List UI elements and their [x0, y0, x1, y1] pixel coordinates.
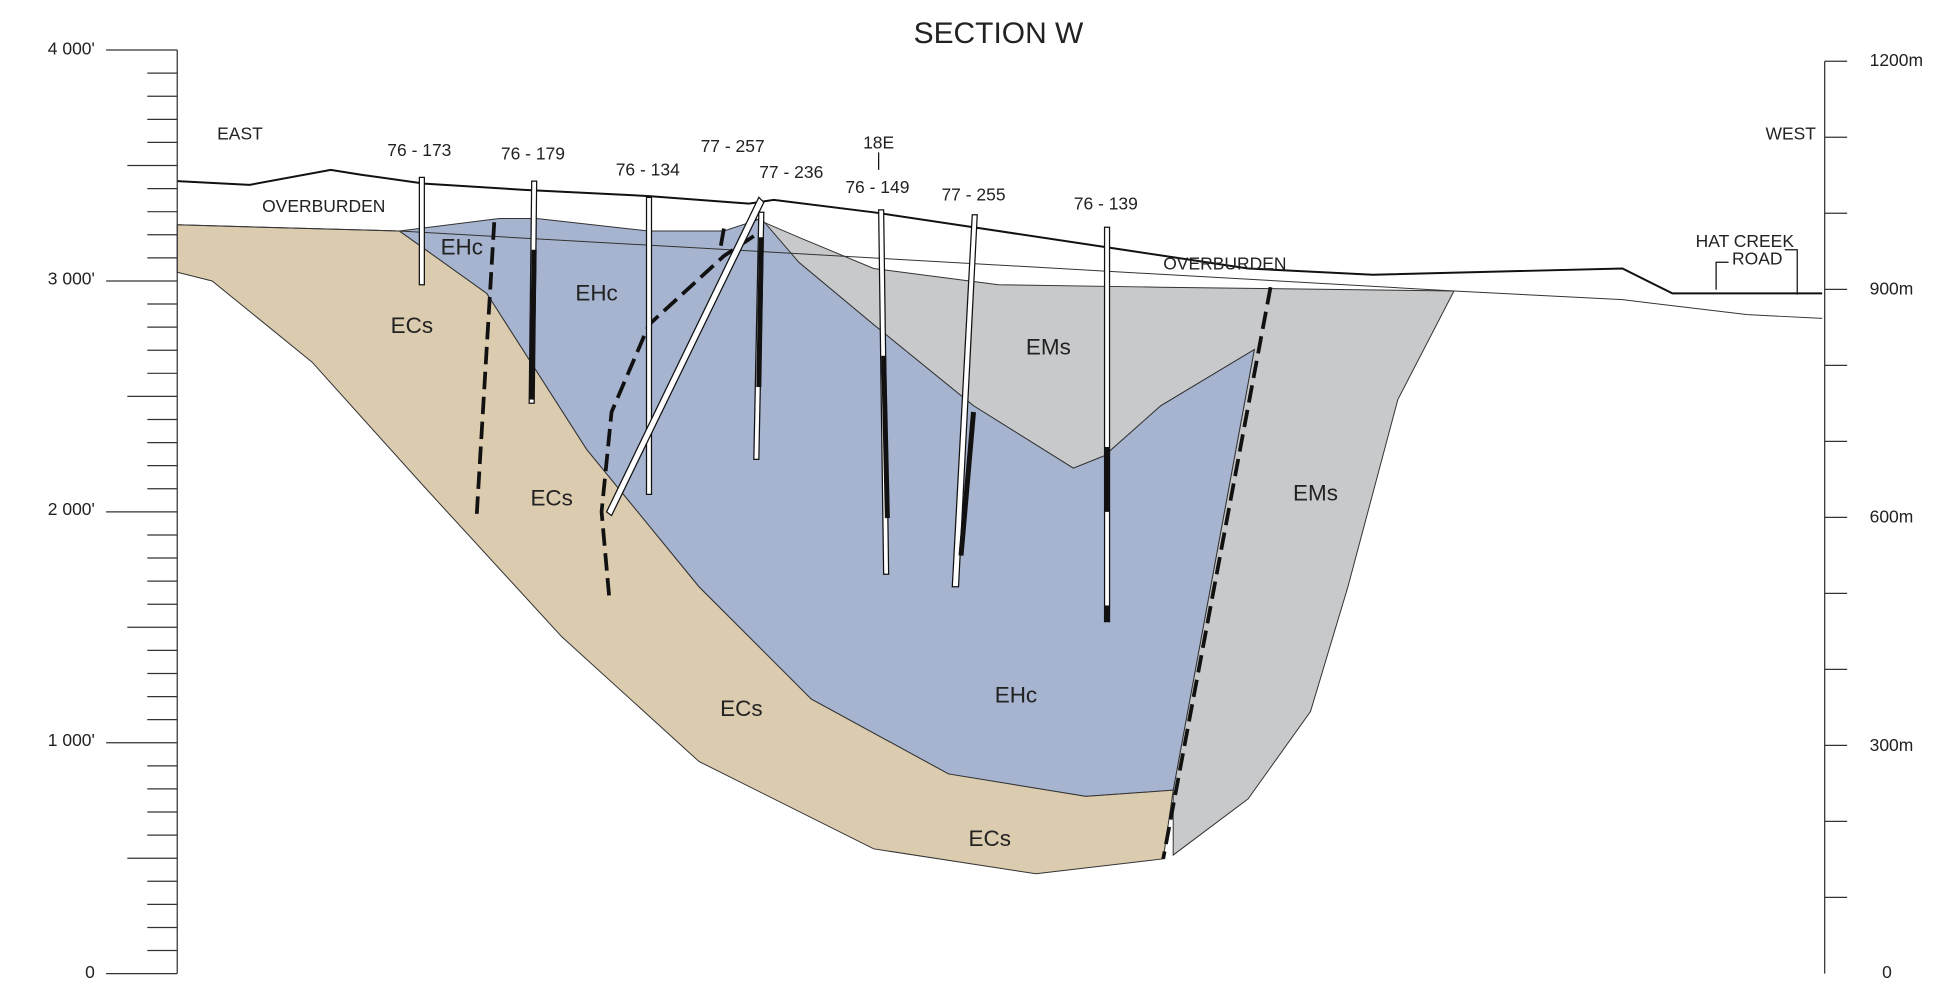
- hole-label: 77 - 257: [701, 136, 765, 156]
- annotation: HAT CREEK: [1696, 231, 1795, 251]
- hole-label: 18E: [863, 132, 894, 152]
- right-tick-label: 900m: [1870, 278, 1914, 298]
- ground-surface: [177, 168, 1823, 295]
- unit-label: EHc: [995, 683, 1037, 708]
- overburden-base: [177, 224, 1823, 319]
- right-axis: [1824, 60, 1848, 974]
- unit-label: ECs: [969, 826, 1011, 851]
- hole-label: 76 - 173: [387, 140, 451, 160]
- unit-label: ECs: [530, 485, 572, 510]
- unit-label: EMs: [1026, 334, 1071, 359]
- unit-label: ECs: [391, 313, 433, 338]
- left-tick-label: 2 000': [48, 499, 95, 519]
- faults: [474, 222, 1273, 860]
- right-tick-label: 600m: [1870, 507, 1914, 527]
- right-tick-label: 0: [1882, 962, 1892, 982]
- hole-label: 77 - 236: [759, 162, 823, 182]
- direction-label: WEST: [1765, 124, 1816, 144]
- direction-label: EAST: [217, 124, 263, 144]
- annotation: OVERBURDEN: [1163, 253, 1286, 273]
- left-tick-label: 0: [85, 962, 95, 982]
- right-tick-label: 300m: [1870, 735, 1914, 755]
- title: SECTION W: [914, 17, 1084, 50]
- hole-label: 76 - 134: [616, 160, 680, 180]
- annotation: ROAD: [1732, 248, 1782, 268]
- road-arrows: [1715, 249, 1798, 295]
- hole-intervals: [529, 237, 1110, 622]
- hole-label: 77 - 255: [941, 185, 1005, 205]
- left-tick-label: 4 000': [48, 39, 95, 59]
- annotation: OVERBURDEN: [262, 196, 385, 216]
- hole-label: 76 - 179: [501, 144, 565, 164]
- left-tick-label: 1 000': [48, 730, 95, 750]
- right-tick-label: 1200m: [1870, 50, 1923, 70]
- unit-label: ECs: [720, 696, 762, 721]
- unit-label: EHc: [441, 234, 483, 259]
- hole-label: 76 - 139: [1074, 193, 1138, 213]
- left-tick-label: 3 000': [48, 268, 95, 288]
- unit-label: EHc: [575, 281, 617, 306]
- ecs-region: [176, 224, 1174, 875]
- hole-label: 76 - 149: [845, 177, 909, 197]
- unit-label: EMs: [1293, 480, 1338, 505]
- left-axis: [106, 49, 178, 975]
